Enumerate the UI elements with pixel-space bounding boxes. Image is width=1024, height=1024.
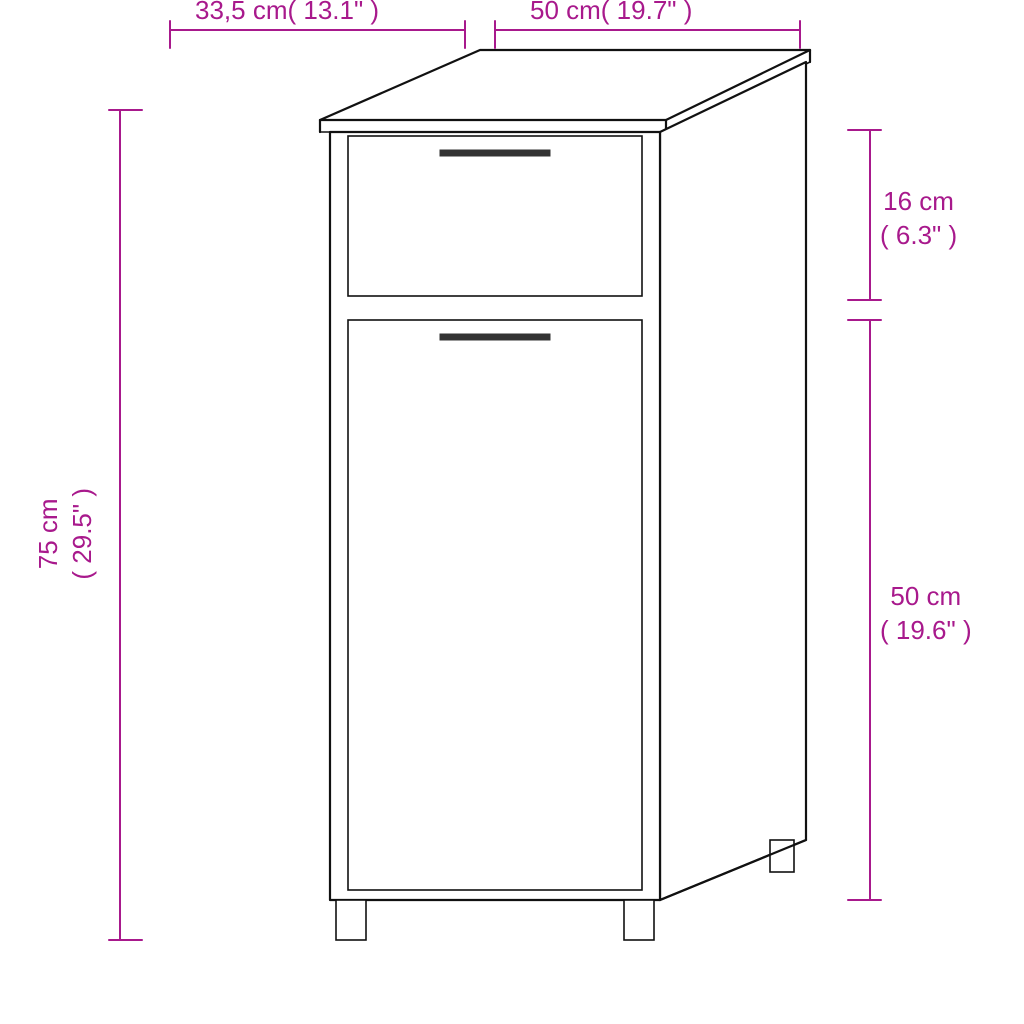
- dim-depth-text: 50 cm( 19.7" ): [530, 0, 692, 28]
- dim-height-text-2: ( 29.5" ): [66, 488, 100, 580]
- diagram-stage: { "colors": { "dim_line": "#a8198c", "ca…: [0, 0, 1024, 1024]
- dim-door-text-1: 50 cm: [880, 580, 972, 614]
- dim-label-height: 75 cm ( 29.5" ): [32, 488, 100, 580]
- dim-height-text-1: 75 cm: [32, 488, 66, 580]
- dim-drawer-text-1: 16 cm: [880, 185, 957, 219]
- dim-width-text: 33,5 cm( 13.1" ): [195, 0, 379, 28]
- dim-door-text-2: ( 19.6" ): [880, 614, 972, 648]
- dim-label-width: 33,5 cm( 13.1" ): [195, 0, 379, 28]
- cabinet-drawing: [0, 0, 1024, 1024]
- dim-label-depth: 50 cm( 19.7" ): [530, 0, 692, 28]
- dim-drawer-text-2: ( 6.3" ): [880, 219, 957, 253]
- dim-label-door: 50 cm ( 19.6" ): [880, 580, 972, 648]
- dim-label-drawer: 16 cm ( 6.3" ): [880, 185, 957, 253]
